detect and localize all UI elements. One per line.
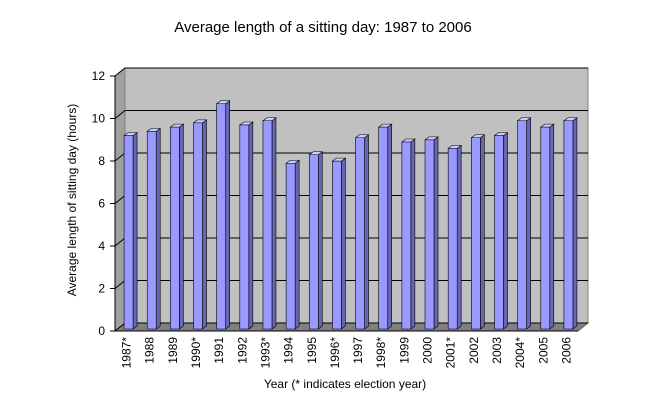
bar-side (225, 100, 230, 330)
floor (113, 322, 590, 332)
bar-side (248, 121, 254, 330)
grid-line (114, 152, 126, 162)
bar (447, 144, 463, 330)
grid-line (114, 195, 126, 204)
x-tick-label: 2003 (490, 337, 504, 364)
y-tick-label: 4 (98, 239, 105, 253)
x-tick-label: 1997 (351, 337, 365, 364)
y-tick-label: 2 (98, 282, 105, 296)
bar-side (179, 123, 184, 330)
bar-front (285, 162, 296, 330)
x-tick-label: 1987* (120, 337, 134, 369)
y-tick-label: 8 (98, 154, 105, 168)
y-tick-label: 0 (98, 324, 105, 338)
bar-front (540, 126, 551, 330)
x-tick-label: 2002 (467, 337, 481, 364)
bar (493, 132, 509, 330)
y-tick-label: 12 (92, 69, 106, 83)
bar-front (193, 122, 203, 330)
bar (539, 123, 555, 330)
bar-side (317, 151, 323, 330)
x-tick-label: 1995 (305, 337, 319, 364)
bar (516, 117, 532, 330)
bar (470, 134, 486, 330)
bar (215, 100, 231, 330)
bar-side (271, 117, 277, 330)
bar (354, 134, 370, 330)
grid-line (114, 67, 126, 77)
bar (146, 127, 162, 330)
x-tick-label: 2004* (513, 337, 527, 369)
y-tick-label: 10 (92, 112, 106, 126)
grid-line (114, 237, 126, 247)
x-tick-label: 2005 (536, 337, 550, 364)
bar-front (262, 120, 273, 330)
bar-side (387, 123, 393, 330)
x-tick-label: 1988 (143, 337, 157, 364)
bar (331, 157, 347, 330)
grid-line (114, 322, 126, 332)
grid-line (114, 280, 126, 289)
bar-side (410, 138, 416, 330)
bar (169, 123, 185, 330)
x-tick-label: 1998* (374, 337, 388, 369)
bar-front (216, 103, 226, 330)
x-tick-label: 1990* (189, 337, 203, 369)
x-tick-label: 1992 (235, 337, 249, 364)
chart-title: Average length of a sitting day: 1987 to… (174, 19, 471, 36)
bar-side (549, 123, 555, 330)
bar-side (503, 132, 508, 330)
bar-front (563, 120, 574, 330)
x-tick-label: 1999 (397, 337, 411, 364)
bar (192, 119, 208, 330)
bar (238, 121, 254, 330)
bar-front (308, 154, 319, 330)
bar-side (456, 144, 462, 330)
bar-side (433, 136, 439, 330)
grid-line (114, 110, 126, 119)
bar-side (364, 134, 369, 330)
bar-front (239, 124, 250, 330)
bar (377, 123, 393, 330)
bar-front (447, 148, 458, 330)
bar-front (355, 137, 365, 330)
x-tick-label: 2000 (421, 337, 435, 364)
bar (285, 159, 301, 330)
x-tick-label: 1996* (328, 337, 342, 369)
y-axis-label: Average length of sitting day (hours) (65, 104, 79, 297)
bar-front (401, 141, 412, 330)
x-axis-label: Year (* indicates election year) (264, 377, 426, 391)
bar-side (572, 117, 578, 330)
bar-front (378, 126, 389, 330)
bar-front (170, 126, 180, 330)
y-tick-label: 6 (98, 197, 105, 211)
bar-side (526, 117, 531, 330)
x-tick-label: 1989 (166, 337, 180, 364)
bar (308, 151, 324, 330)
bar-front (146, 131, 157, 330)
bar (563, 117, 578, 330)
x-tick-label: 1991 (212, 337, 226, 364)
bar-side (341, 157, 346, 330)
x-tick-label: 1993* (258, 337, 272, 369)
bar-side (132, 132, 138, 330)
bar-front (123, 135, 134, 330)
x-tick-label: 1994 (282, 337, 296, 364)
bar-front (471, 137, 481, 330)
x-tick-label: 2001* (444, 337, 458, 369)
bar (400, 138, 416, 330)
bar-side (202, 119, 207, 330)
bar-front (332, 160, 342, 330)
bar (424, 136, 439, 330)
bar-side (480, 134, 485, 330)
bar-front (494, 135, 504, 330)
bar-side (294, 159, 300, 330)
bar (123, 132, 138, 330)
bar-side (155, 127, 161, 330)
bar (262, 117, 277, 330)
bar-front (517, 120, 527, 330)
x-tick-label: 2006 (559, 337, 573, 364)
bar-front (424, 139, 435, 330)
